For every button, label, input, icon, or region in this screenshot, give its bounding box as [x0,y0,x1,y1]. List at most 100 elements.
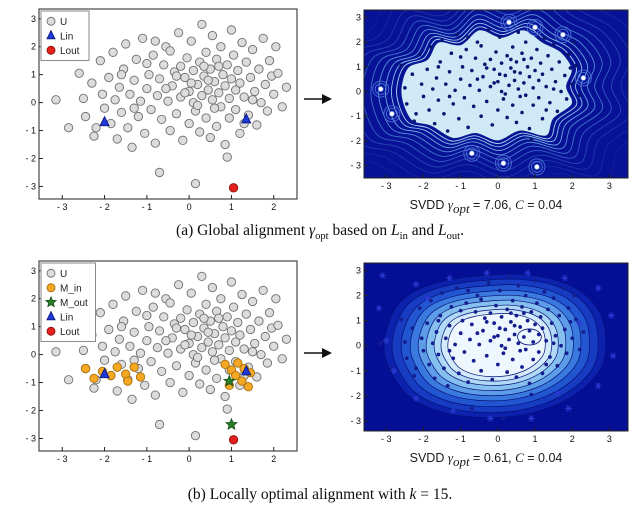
svg-text:- 2: - 2 [418,181,429,191]
svg-text:0: 0 [356,341,361,351]
c-symbol: C [515,197,524,212]
svg-text:0: 0 [187,454,192,464]
contour-plot-a: - 3 - 2 - 1 0 1 2 3 - 3 - 2 - 1 0 1 2 3 [350,9,629,191]
svg-text:U: U [60,269,67,280]
arrow-right-icon [304,348,332,358]
svg-text:- 2: - 2 [99,454,110,464]
svg-text:3: 3 [31,266,36,276]
k-symbol: k [409,486,417,503]
svg-text:Lout: Lout [60,327,80,338]
svg-text:- 2: - 2 [25,153,36,163]
gamma-symbol: γ [447,450,453,465]
svg-text:2: 2 [31,42,36,52]
figure-caption-a: (a) Global alignment γopt based on Lin a… [0,222,640,242]
c-symbol: C [515,450,524,465]
caption-part: (a) Global alignment [176,222,310,239]
subscript: out [446,231,461,243]
caption-part: SVDD [409,198,448,212]
svg-text:2: 2 [570,434,575,444]
svg-text:0: 0 [31,350,36,360]
svg-text:- 3: - 3 [381,181,392,191]
svg-text:- 1: - 1 [25,378,36,388]
caption-part: based on [328,222,392,239]
svg-text:1: 1 [31,70,36,80]
figure-caption-b: (b) Locally optimal alignment with k = 1… [0,486,640,504]
svg-text:1: 1 [356,62,361,72]
caption-part: = 7.06, [469,198,516,212]
contour-area [364,10,628,178]
svg-text:- 3: - 3 [25,433,36,443]
svg-text:1: 1 [229,202,234,212]
svg-text:- 3: - 3 [25,181,36,191]
svg-text:0: 0 [495,181,500,191]
svg-text:- 3: - 3 [381,434,392,444]
svg-text:Lin: Lin [60,31,73,42]
svg-text:3: 3 [607,181,612,191]
caption-part: = 0.04 [523,198,563,212]
svg-text:- 1: - 1 [455,434,466,444]
svdd-caption-a: SVDD γopt = 7.06, C = 0.04 [337,197,635,217]
svg-text:0: 0 [31,98,36,108]
svg-text:- 3: - 3 [57,454,68,464]
svg-text:Lin: Lin [60,312,73,323]
svg-text:U: U [60,17,67,28]
svg-text:- 1: - 1 [350,111,361,121]
caption-part: = 0.04 [523,451,563,465]
svg-text:2: 2 [570,181,575,191]
subscript: opt [453,454,470,469]
svg-text:- 2: - 2 [350,391,361,401]
svg-text:2: 2 [271,454,276,464]
svg-text:- 2: - 2 [350,136,361,146]
caption-part: SVDD [409,451,448,465]
svg-text:2: 2 [356,291,361,301]
svg-text:2: 2 [271,202,276,212]
svg-text:M_out: M_out [60,298,88,309]
svg-text:- 1: - 1 [142,454,153,464]
svg-text:- 3: - 3 [350,416,361,426]
caption-part: opt [452,200,470,216]
svg-text:- 3: - 3 [57,202,68,212]
contour-area [364,263,628,431]
l-symbol: L [391,222,400,239]
svg-text:0: 0 [187,202,192,212]
svg-text:3: 3 [31,14,36,24]
gamma-symbol: γ [309,222,316,239]
subscript: opt [315,231,329,243]
caption-part: = 0.61, [469,451,516,465]
subscript: in [399,231,408,243]
scatter-plot-b: - 3 - 2 - 1 0 1 2 - 3 - 2 - 1 0 1 2 3 U M_in M_out Lin Lo… [25,260,298,464]
svg-text:3: 3 [356,266,361,276]
svg-text:1: 1 [229,454,234,464]
contour-plot-b: - 3 - 2 - 1 0 1 2 3 - 3 - 2 - 1 0 1 2 3 [350,262,629,444]
svg-text:- 1: - 1 [350,366,361,376]
svg-text:2: 2 [31,294,36,304]
svg-text:0: 0 [356,87,361,97]
svg-text:3: 3 [356,12,361,22]
svg-text:1: 1 [356,316,361,326]
svg-text:1: 1 [533,434,538,444]
caption-part: and [407,222,438,239]
svg-text:- 1: - 1 [25,126,36,136]
svg-text:0: 0 [495,434,500,444]
caption-part: (b) Locally optimal alignment with [187,486,410,503]
svdd-caption-b: SVDD γopt = 0.61, C = 0.04 [337,450,635,470]
svg-text:1: 1 [533,181,538,191]
gamma-symbol: γ [447,197,453,212]
svg-text:- 2: - 2 [418,434,429,444]
scatter-plot-a: - 3 - 2 - 1 0 1 2 - 3 - 2 - 1 0 1 2 3 U Lin Lout [25,8,298,212]
caption-part: = 15. [416,486,453,503]
svg-text:- 1: - 1 [142,202,153,212]
subscript: opt [453,201,470,216]
svg-text:M_in: M_in [60,283,82,294]
svg-text:- 3: - 3 [350,161,361,171]
caption-part: opt [452,453,470,469]
svg-text:2: 2 [356,37,361,47]
l-symbol: L [438,222,447,239]
svg-text:1: 1 [31,322,36,332]
svg-text:- 2: - 2 [25,405,36,415]
svg-text:- 1: - 1 [455,181,466,191]
caption-part: . [460,222,464,239]
svg-text:3: 3 [607,434,612,444]
svg-text:- 2: - 2 [99,202,110,212]
